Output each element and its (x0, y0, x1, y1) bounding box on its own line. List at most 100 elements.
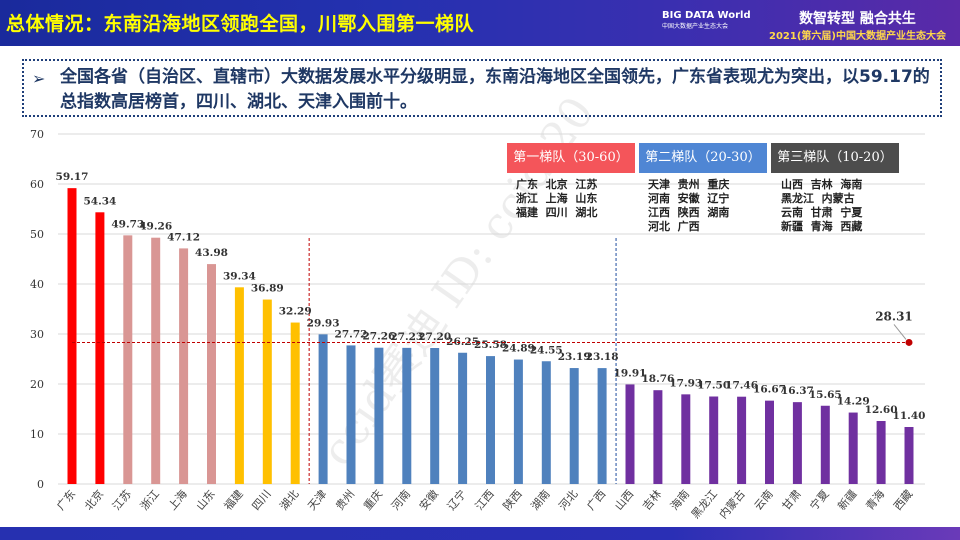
x-tick-label: 吉林 (639, 487, 664, 513)
tier-badge: 第三梯队（10-20） (771, 143, 899, 173)
data-label: 11.40 (893, 410, 926, 422)
data-label: 36.89 (251, 283, 284, 295)
bar (625, 384, 635, 484)
x-tick-label: 重庆 (360, 487, 385, 513)
header-banner: 总体情况：东南沿海地区领跑全国，川鄂入围第一梯队 BIG DATA World 中… (0, 0, 960, 46)
bar (402, 347, 412, 484)
y-tick-label: 50 (30, 228, 44, 241)
x-tick-label: 广东 (54, 488, 78, 513)
data-label: 27.26 (362, 331, 395, 343)
data-label: 12.60 (865, 404, 898, 416)
x-tick-label: 新疆 (835, 487, 860, 513)
slide-title: 总体情况：东南沿海地区领跑全国，川鄂入围第一梯队 (6, 13, 475, 35)
bar (207, 264, 216, 484)
x-tick-label: 江苏 (110, 488, 134, 513)
data-label: 17.50 (697, 380, 730, 392)
x-tick-label: 湖北 (277, 488, 301, 513)
footer-band (0, 527, 960, 540)
bar (234, 287, 244, 484)
bar (123, 235, 133, 484)
data-label: 24.89 (502, 343, 535, 355)
data-label: 26.25 (446, 336, 479, 348)
tier-members: 天津 贵州 重庆 河南 安徽 辽宁 江西 陕西 湖南 河北 广西 (648, 178, 730, 233)
bar (737, 396, 747, 484)
data-label: 17.46 (725, 380, 758, 392)
bar (262, 299, 272, 484)
x-tick-label: 福建 (221, 487, 246, 513)
x-tick-label: 陕西 (500, 487, 525, 513)
x-tick-label: 辽宁 (444, 487, 469, 513)
y-tick-label: 0 (37, 478, 44, 491)
data-label: 49.73 (111, 218, 144, 230)
x-tick-label: 黑龙江 (689, 488, 720, 522)
x-tick-label: 北京 (81, 487, 106, 513)
arrow-right-icon: ➢ (32, 69, 46, 88)
bar (904, 427, 914, 484)
bar (151, 237, 161, 484)
data-label: 16.37 (781, 385, 814, 397)
bar (681, 394, 691, 484)
bar (179, 248, 189, 484)
tier-members: 山西 吉林 海南 黑龙江 内蒙古 云南 甘肃 宁夏 新疆 青海 西藏 (781, 178, 863, 233)
data-label: 39.34 (223, 270, 256, 282)
x-tick-label: 甘肃 (780, 488, 804, 513)
y-tick-label: 60 (30, 178, 44, 191)
data-label: 16.67 (753, 384, 786, 396)
bar (430, 348, 440, 484)
bar (346, 345, 356, 484)
x-tick-label: 山东 (194, 488, 218, 513)
summary-box: ➢ 全国各省（自治区、直辖市）大数据发展水平分级明显，东南沿海地区全国领先，广东… (22, 59, 942, 117)
big-data-world-logo: BIG DATA World 中国大数据产业生态大会 (662, 10, 751, 30)
bar (513, 359, 523, 484)
bar (95, 212, 105, 485)
x-tick-label: 云南 (752, 488, 776, 513)
x-tick-label: 青海 (863, 487, 888, 513)
bar (876, 421, 886, 484)
x-tick-label: 天津 (305, 488, 329, 513)
y-tick-label: 20 (30, 378, 44, 391)
data-label: 32.29 (279, 306, 312, 318)
bar (765, 400, 774, 484)
x-tick-label: 山西 (612, 488, 636, 513)
bar (486, 356, 495, 484)
y-tick-label: 70 (30, 128, 44, 141)
data-label: 24.55 (530, 344, 563, 356)
data-label: 43.98 (195, 247, 228, 259)
y-tick-label: 40 (30, 278, 44, 291)
tier-members: 广东 北京 江苏 浙江 上海 山东 福建 四川 湖北 (516, 178, 598, 219)
data-label: 23.19 (558, 351, 591, 363)
bar (820, 405, 830, 484)
bar (374, 347, 384, 484)
x-tick-label: 上海 (165, 487, 190, 513)
x-tick-label: 内蒙古 (716, 487, 748, 521)
data-label: 54.34 (83, 195, 116, 207)
tier-badge: 第二梯队（20-30） (639, 143, 767, 173)
data-label: 23.18 (586, 351, 619, 363)
bar (67, 188, 77, 484)
x-tick-label: 安徽 (416, 487, 441, 513)
bar (541, 361, 551, 484)
x-tick-label: 河南 (389, 488, 413, 513)
logo-text: BIG DATA World (662, 10, 751, 21)
bar (848, 412, 858, 484)
bar (290, 322, 300, 484)
data-label: 18.76 (641, 373, 674, 385)
x-tick-label: 河北 (556, 488, 580, 513)
x-tick-label: 湖南 (528, 488, 552, 513)
bar (597, 368, 607, 484)
bar (709, 396, 719, 484)
x-tick-label: 四川 (249, 488, 273, 513)
data-label: 17.93 (669, 377, 702, 389)
bar (792, 402, 802, 484)
x-tick-label: 江西 (473, 488, 497, 513)
data-label: 14.29 (837, 396, 870, 408)
x-tick-label: 浙江 (138, 488, 162, 513)
data-label: 59.17 (56, 171, 89, 183)
data-label: 27.20 (418, 331, 451, 343)
x-tick-label: 西藏 (891, 488, 915, 513)
x-tick-label: 广西 (584, 488, 608, 513)
data-label: 47.12 (167, 231, 200, 243)
average-label: 28.31 (875, 309, 913, 323)
bar (318, 334, 328, 484)
bar (653, 390, 663, 484)
